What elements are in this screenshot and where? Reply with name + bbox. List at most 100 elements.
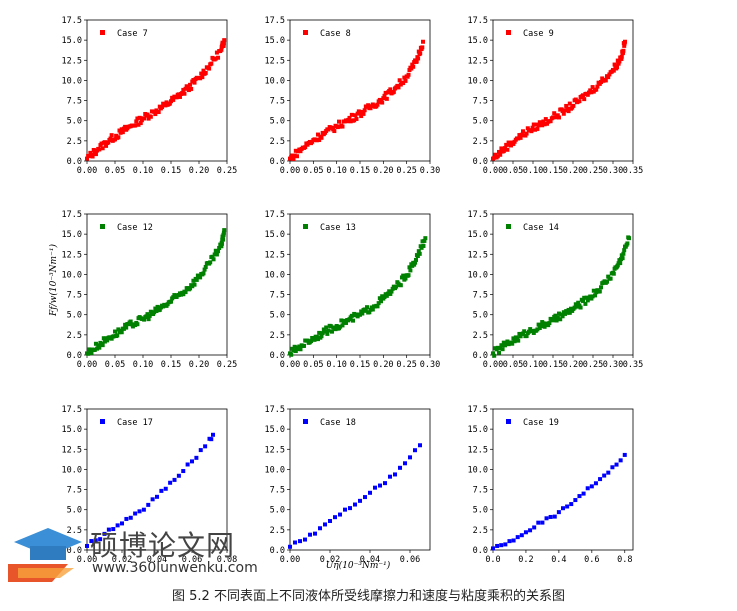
data-point [532,525,537,530]
data-point [119,330,124,335]
data-point [324,325,329,330]
data-point [588,294,593,299]
data-point [491,546,495,551]
subplot-case-18: 0.0 2.5 5.0 7.5 10.0 12.5 15.0 17.5 0.00 0.02 0.04… [265,405,431,565]
data-point [413,260,418,265]
data-point [172,477,177,482]
data-point [516,338,521,343]
data-point [102,531,107,536]
data-point [85,156,89,161]
subplot-case-12: 0.0 2.5 5.0 7.5 10.0 12.5 15.0 17.5 0.00 0.05 0.10… [62,210,238,370]
data-point [113,329,117,334]
data-point [543,117,548,122]
data-point [142,116,147,121]
data-point [356,109,361,114]
data-point [560,314,565,319]
data-point [600,76,605,81]
data-point [594,87,599,92]
data-point [171,97,176,102]
data-point [194,455,199,460]
x-tick-label: 0.00 [483,360,503,370]
data-point [504,142,509,147]
data-point [387,289,392,294]
x-tick-label: 0.00 [280,360,300,370]
data-point [564,103,569,108]
data-point [416,56,421,61]
x-tick-label: 0.05 [105,166,125,176]
data-point [142,317,147,322]
y-tick-label: 2.5 [473,137,488,147]
data-point [577,494,582,499]
data-point [377,296,382,301]
x-tick-label: 0.30 [420,360,440,370]
y-tick-label: 7.5 [270,291,285,301]
data-point [576,300,581,305]
data-point [157,307,162,312]
data-point [536,322,541,327]
data-point [622,43,627,48]
y-tick-label: 5.0 [473,117,488,127]
data-point [202,267,207,272]
data-point [569,502,574,507]
data-point [495,154,500,159]
data-point [134,119,139,124]
data-point [565,106,570,111]
data-point [352,118,357,123]
data-point [623,39,627,44]
data-point [516,136,521,141]
data-point [547,321,552,326]
data-point [318,526,322,531]
data-point [159,488,164,493]
data-point [339,318,344,323]
data-point [91,147,96,152]
data-point [177,94,182,99]
data-point [153,306,158,311]
data-point [499,146,504,151]
data-point [200,75,205,80]
y-tick-label: 0.0 [67,157,82,167]
data-point [497,350,501,355]
data-point [375,304,380,309]
data-point [394,284,399,289]
data-point [582,295,587,300]
data-point [353,113,358,118]
data-point [321,327,326,332]
data-point [527,329,531,334]
data-point [511,538,516,543]
legend-marker [100,30,105,35]
data-point [291,348,296,353]
data-point [523,530,528,535]
data-point [343,507,347,512]
data-point [507,539,512,544]
x-tick-label: 0.15 [350,360,370,370]
plot-frame [289,408,431,551]
data-point [292,344,297,349]
x-tick-label: 0.00 [77,360,97,370]
data-point [416,249,421,254]
x-tick-label: 0.05 [303,166,323,176]
data-point [558,317,563,322]
data-point [557,311,561,316]
data-point [89,152,94,157]
x-tick-label: 0.15 [543,360,563,370]
data-point [359,114,364,119]
data-point [176,92,181,97]
data-point [551,115,555,120]
data-point [97,147,102,152]
data-point [219,241,224,246]
data-point [617,59,622,64]
y-tick-label: 12.5 [265,445,285,455]
y-tick-label: 15.0 [468,230,488,240]
data-point [109,336,114,341]
x-tick-label: 0.02 [320,555,340,565]
data-point [216,55,221,60]
data-point [192,80,197,85]
data-point [359,309,364,314]
data-point [501,149,506,154]
data-point [519,533,524,538]
data-point [349,112,354,117]
data-point [501,340,506,345]
data-point [210,254,215,259]
data-point [305,338,310,343]
data-point [92,347,97,352]
